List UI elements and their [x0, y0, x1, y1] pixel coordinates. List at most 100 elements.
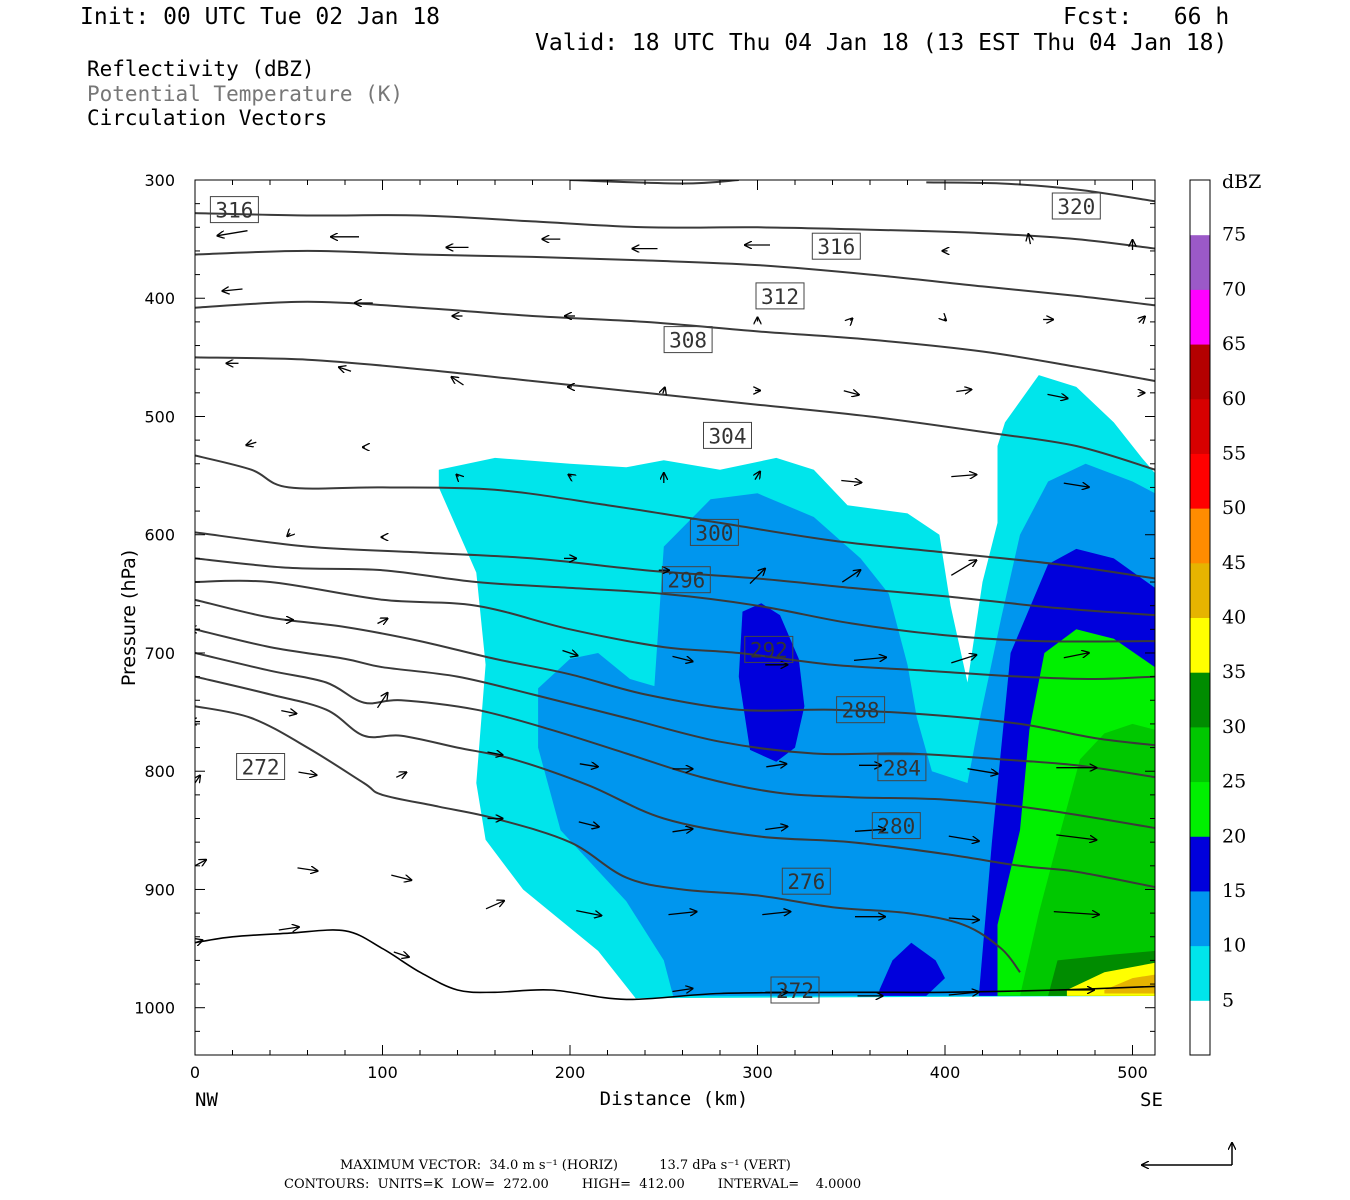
circulation-vector-46 — [377, 619, 388, 624]
x-tick-label-500: 500 — [1117, 1063, 1148, 1082]
field-reflectivity: Reflectivity (dBZ) — [87, 57, 315, 81]
circulation-vector-35 — [951, 475, 976, 477]
contour-label-316-0: 316 — [215, 199, 253, 223]
field-vectors: Circulation Vectors — [87, 106, 328, 130]
contour-label-box-2 — [811, 232, 861, 260]
colorbar-label-55: 55 — [1222, 442, 1246, 464]
colorbar-swatch-7 — [1190, 617, 1210, 673]
contour-label-284-10: 284 — [883, 757, 921, 781]
colorbar-swatch-11 — [1190, 398, 1210, 454]
circulation-vector-64 — [298, 772, 317, 775]
contour-label-280-11: 280 — [877, 815, 915, 839]
circulation-vector-52 — [1063, 653, 1089, 659]
circulation-vector-56 — [487, 752, 503, 755]
max-vector-note: MAXIMUM VECTOR: 34.0 m s⁻¹ (HORIZ) 13.7 … — [340, 1158, 791, 1173]
reflectivity-region-25dbz-6 — [1020, 723, 1155, 996]
contour-label-296-7: 296 — [667, 569, 705, 593]
forecast-hour: Fcst: 66 h — [1063, 4, 1230, 30]
circulation-vector-22 — [663, 388, 665, 394]
contour-label-312-3: 312 — [761, 285, 799, 309]
circulation-vector-28 — [246, 442, 257, 445]
theta-contour-284-3 — [195, 628, 1155, 779]
circulation-vector-47 — [562, 651, 578, 656]
theta-contour-320-12 — [195, 212, 1155, 250]
theta-contour-272-0 — [195, 705, 1021, 973]
colorbar-label-5: 5 — [1222, 989, 1234, 1011]
y-axis-label: Pressure (hPa) — [118, 550, 140, 686]
circulation-vector-84 — [278, 927, 299, 930]
circulation-vector-36 — [1063, 483, 1089, 487]
y-tick-label-300: 300 — [144, 171, 175, 190]
contour-label-box-5 — [703, 421, 752, 449]
colorbar-label-75: 75 — [1222, 224, 1246, 246]
colorbar-label-70: 70 — [1222, 278, 1246, 300]
contour-label-box-3 — [755, 282, 805, 310]
field-theta: Potential Temperature (K) — [87, 82, 404, 106]
contour-label-box-8 — [744, 635, 794, 663]
circulation-vector-33 — [755, 472, 760, 480]
colorbar-label-45: 45 — [1222, 552, 1246, 574]
valid-time: Valid: 18 UTC Thu 04 Jan 18 (13 EST Thu … — [535, 30, 1228, 56]
circulation-vector-41 — [749, 569, 765, 585]
circulation-vector-75 — [391, 874, 411, 880]
x-tick-label-0: 0 — [190, 1063, 200, 1082]
circulation-vector-81 — [948, 918, 979, 920]
circulation-vector-65 — [396, 772, 406, 777]
colorbar-label-20: 20 — [1222, 825, 1246, 847]
circulation-vector-68 — [672, 829, 693, 832]
x-tick-label-200: 200 — [555, 1063, 586, 1082]
plot-frame — [194, 179, 1156, 1056]
theta-contour-308-9 — [195, 356, 1155, 471]
colorbar-label-15: 15 — [1222, 880, 1246, 902]
circulation-vector-31 — [569, 475, 572, 477]
colorbar-label-25: 25 — [1222, 771, 1246, 793]
circulation-vector-57 — [579, 764, 598, 767]
colorbar-swatch-2 — [1190, 890, 1210, 947]
colorbar-label-35: 35 — [1222, 661, 1246, 683]
circulation-vector-67 — [578, 821, 599, 827]
colorbar-swatch-0 — [1190, 1000, 1210, 1056]
reflectivity-region-40dbz-9 — [1104, 974, 1155, 994]
reflectivity-region-15dbz-4 — [879, 942, 945, 996]
circulation-vector-83 — [195, 940, 203, 945]
theta-contour-276-1 — [195, 675, 1155, 889]
circulation-vector-63 — [195, 776, 200, 785]
colorbar-swatch-14 — [1190, 234, 1210, 290]
circulation-vector-42 — [841, 570, 860, 583]
colorbar-swatch-3 — [1190, 836, 1210, 892]
contour-label-276-12: 276 — [787, 870, 825, 894]
circulation-vector-51 — [951, 655, 976, 664]
circulation-vector-71 — [948, 835, 979, 841]
colorbar-label-65: 65 — [1222, 333, 1246, 355]
contour-label-box-12 — [781, 867, 831, 895]
reference-vector — [1142, 1143, 1232, 1165]
y-tick-label-600: 600 — [144, 526, 175, 545]
y-tick-label-1000: 1000 — [134, 999, 175, 1018]
colorbar-swatch-1 — [1190, 945, 1210, 1001]
circulation-vector-0 — [218, 230, 248, 236]
circulation-vector-9 — [223, 289, 243, 291]
theta-contour-280-2 — [195, 652, 1155, 829]
circulation-vector-78 — [668, 912, 697, 915]
circulation-vector-19 — [339, 367, 352, 371]
circulation-vector-77 — [576, 909, 601, 916]
contour-label-308-4: 308 — [669, 329, 707, 353]
circulation-vector-74 — [297, 868, 318, 871]
x-tick-label-100: 100 — [367, 1063, 398, 1082]
x-axis-label: Distance (km) — [600, 1088, 749, 1110]
contour-label-box-9 — [836, 696, 886, 724]
y-tick-label-500: 500 — [144, 407, 175, 426]
circulation-vector-72 — [1056, 834, 1096, 840]
circulation-vector-82 — [1053, 912, 1099, 915]
circulation-vector-59 — [766, 764, 786, 767]
contour-label-304-5: 304 — [709, 424, 747, 448]
circulation-vector-15 — [944, 319, 946, 321]
contour-label-320-1: 320 — [1057, 195, 1095, 219]
circulation-vector-85 — [393, 952, 409, 957]
circulation-vector-55 — [376, 693, 388, 709]
contour-label-box-14 — [770, 976, 820, 1004]
colorbar-swatch-4 — [1190, 781, 1210, 837]
circulation-vector-43 — [950, 560, 976, 576]
x-tick-label-300: 300 — [742, 1063, 773, 1082]
colorbar-label-10: 10 — [1222, 935, 1246, 957]
